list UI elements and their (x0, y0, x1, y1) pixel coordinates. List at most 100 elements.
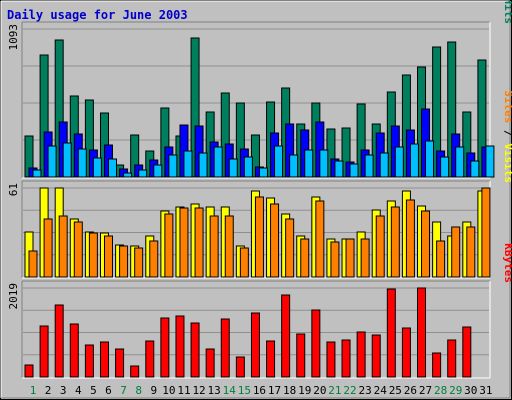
x-tick-label: 10 (162, 384, 175, 397)
bar-kbytes-day-29 (447, 339, 457, 378)
bar-sites-day-15 (239, 247, 249, 278)
legend-entry-sites: Sites (502, 90, 512, 123)
bar-kbytes-day-19 (296, 333, 306, 378)
x-tick-label: 1 (30, 384, 37, 397)
x-tick-label: 4 (75, 384, 82, 397)
bar-pages-day-10 (168, 154, 178, 178)
bar-pages-day-28 (440, 156, 450, 178)
x-tick-label: 17 (268, 384, 281, 397)
bar-sites-day-9 (149, 240, 159, 278)
bar-kbytes-day-14 (220, 318, 230, 378)
x-tick-label: 26 (404, 384, 417, 397)
bar-kbytes-day-5 (84, 344, 94, 378)
bar-pages-day-7 (123, 172, 133, 178)
bar-sites-day-17 (270, 203, 280, 278)
panel-kbytes: 2019 KBytes (7, 243, 512, 379)
x-tick-label: 13 (208, 384, 221, 397)
bar-kbytes-day-18 (281, 294, 291, 378)
bar-kbytes-day-25 (386, 288, 396, 378)
x-tick-label: 12 (192, 384, 205, 397)
bar-kbytes-day-22 (341, 339, 351, 378)
bar-sites-day-16 (254, 196, 264, 278)
bar-kbytes-day-26 (401, 327, 411, 378)
x-tick-label: 15 (238, 384, 251, 397)
bar-sites-day-4 (73, 221, 83, 278)
bar-sites-day-7 (119, 245, 129, 278)
bar-kbytes-day-27 (417, 287, 427, 378)
bar-sites-day-27 (421, 210, 431, 278)
x-tick-label: 3 (60, 384, 67, 397)
bar-pages-day-5 (92, 157, 102, 178)
bar-sites-day-24 (375, 215, 385, 278)
y-max-label: 1093 (7, 24, 20, 51)
bar-kbytes-day-20 (311, 309, 321, 378)
bar-sites-day-18 (285, 218, 295, 278)
legend: Pages / Files / Hits (502, 0, 512, 24)
x-tick-label: 29 (449, 384, 462, 397)
legend-separator: / (502, 123, 512, 143)
bar-pages-day-9 (153, 164, 163, 178)
x-tick-label: 5 (90, 384, 97, 397)
x-tick-label: 30 (464, 384, 477, 397)
bar-sites-day-25 (390, 206, 400, 278)
x-tick-label: 8 (135, 384, 142, 397)
bar-pages-day-20 (319, 149, 329, 178)
bar-kbytes-day-30 (462, 326, 472, 378)
panel-visits: 61 Sites / Visits (7, 90, 512, 279)
bar-pages-day-30 (470, 160, 480, 178)
bar-kbytes-day-17 (266, 340, 276, 378)
bar-kbytes-day-13 (205, 348, 215, 378)
x-tick-label: 9 (150, 384, 157, 397)
chart-title: Daily usage for June 2003 (7, 8, 188, 22)
bar-kbytes-day-1 (24, 364, 34, 378)
x-tick-label: 24 (374, 384, 388, 397)
bar-sites-day-8 (134, 247, 144, 278)
bar-kbytes-day-11 (175, 315, 185, 378)
x-tick-label: 22 (343, 384, 356, 397)
panel-hits: 1093 Pages / Files / Hits (7, 0, 512, 179)
bar-pages-day-25 (394, 146, 404, 178)
bar-pages-day-13 (213, 146, 223, 178)
x-tick-label: 25 (389, 384, 402, 397)
bar-kbytes-day-8 (130, 365, 140, 378)
bar-pages-day-18 (289, 154, 299, 178)
x-tick-label: 27 (419, 384, 432, 397)
series-sites (28, 187, 491, 278)
bar-pages-day-1 (32, 169, 42, 178)
bar-sites-day-6 (103, 235, 113, 278)
bar-pages-day-29 (455, 146, 465, 178)
bar-kbytes-day-6 (99, 341, 109, 378)
bar-kbytes-day-3 (54, 304, 64, 378)
bar-sites-day-21 (330, 241, 340, 278)
x-tick-label: 21 (328, 384, 341, 397)
x-tick-label: 7 (120, 384, 127, 397)
bar-kbytes-day-7 (115, 348, 125, 378)
bar-pages-day-11 (183, 150, 193, 178)
bar-sites-day-12 (194, 207, 204, 278)
x-tick-label: 31 (479, 384, 492, 397)
bar-sites-day-26 (405, 199, 415, 278)
bar-kbytes-day-12 (190, 322, 200, 378)
bar-pages-day-14 (228, 158, 238, 178)
x-tick-label: 6 (105, 384, 112, 397)
bar-kbytes-day-4 (69, 323, 79, 378)
y-max-label: 2019 (7, 283, 20, 310)
series-kbytes (24, 287, 472, 378)
bar-pages-day-27 (425, 140, 435, 178)
bar-pages-day-6 (107, 158, 117, 178)
bar-kbytes-day-9 (145, 340, 155, 378)
bar-pages-day-3 (62, 142, 72, 178)
bar-sites-day-28 (436, 240, 446, 278)
x-tick-label: 16 (253, 384, 266, 397)
bar-pages-day-4 (77, 148, 87, 178)
x-tick-label: 14 (223, 384, 237, 397)
bar-kbytes-day-10 (160, 317, 170, 378)
x-tick-label: 2 (45, 384, 52, 397)
bar-sites-day-13 (209, 215, 219, 278)
bar-pages-day-22 (349, 163, 359, 178)
bar-sites-day-2 (43, 218, 53, 278)
bar-pages-day-26 (409, 143, 419, 178)
bar-sites-day-31 (481, 187, 491, 278)
bar-sites-day-1 (28, 250, 38, 278)
